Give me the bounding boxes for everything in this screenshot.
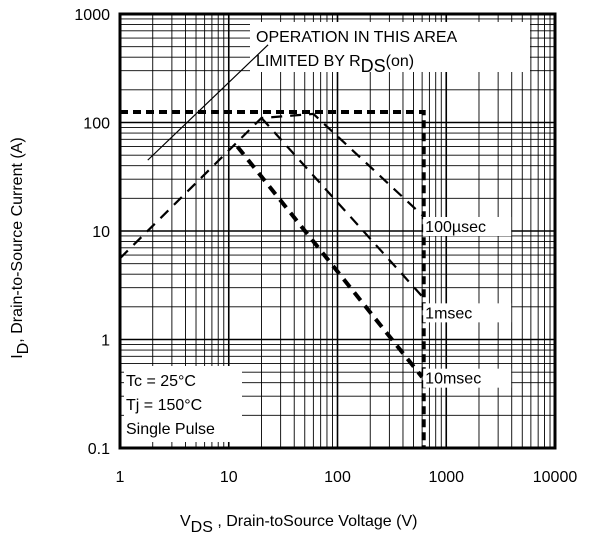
series-1msec [260, 117, 423, 298]
curve-label-background [423, 368, 512, 388]
series-layer [119, 44, 426, 448]
series-dc-limit [120, 110, 426, 448]
x-axis-label: VDS , Drain-toSource Voltage (V) [180, 513, 417, 534]
x-axis-rest: , Drain-toSource Voltage (V) [213, 513, 418, 530]
plot-frame [118, 12, 557, 450]
y-tick-label: 10 [92, 224, 110, 241]
condition-tc: Tc = 25°C [126, 373, 196, 390]
x-axis-ds-subscript: DS [191, 519, 213, 534]
x-tick-label: 10000 [533, 469, 578, 486]
x-tick-label: 1000 [428, 469, 464, 486]
y-tick-label: 100 [83, 116, 110, 133]
condition-pulse: Single Pulse [126, 421, 215, 438]
annotation-line-2: LIMITED BY RDS(on) [256, 53, 414, 76]
curve-labels: 100µsec 1msec 10msec [423, 217, 512, 388]
y-axis-d-subscript: D [15, 343, 32, 355]
y-tick-label: 1000 [74, 7, 110, 24]
y-tick-label: 1 [101, 333, 110, 350]
curve-label-background [423, 303, 512, 323]
annotation-r-text: LIMITED BY R [256, 53, 361, 70]
x-axis-v: V [180, 513, 191, 530]
series-100sec [119, 112, 423, 260]
curve-label: 1msec [425, 305, 472, 322]
curve-label: 10msec [425, 371, 481, 388]
annotation-line-1: OPERATION IN THIS AREA [256, 29, 458, 46]
annotation-ds-subscript: DS [361, 56, 386, 76]
x-tick-label: 1 [116, 469, 125, 486]
series-10msec [235, 145, 424, 379]
x-tick-label: 100 [324, 469, 351, 486]
y-axis-label: ID, Drain-to-Source Current (A) [9, 137, 32, 358]
condition-tj: Tj = 150°C [126, 397, 202, 414]
y-axis-i: I [9, 354, 26, 358]
annotation-on-text: (on) [386, 53, 414, 70]
curve-label-background [423, 217, 512, 236]
y-tick-labels: 0.1 1 10 100 1000 [74, 7, 110, 458]
conditions-background [124, 366, 242, 442]
y-axis-rest: , Drain-to-Source Current (A) [9, 137, 26, 342]
curve-label: 100µsec [425, 219, 486, 236]
rds-limit-line [147, 44, 269, 161]
x-tick-label: 10 [220, 469, 238, 486]
x-tick-labels: 1 10 100 1000 10000 [116, 469, 578, 486]
y-tick-label: 0.1 [88, 441, 110, 458]
y-axis-label-group: ID, Drain-to-Source Current (A) [9, 137, 32, 358]
annotation-background [250, 22, 530, 72]
